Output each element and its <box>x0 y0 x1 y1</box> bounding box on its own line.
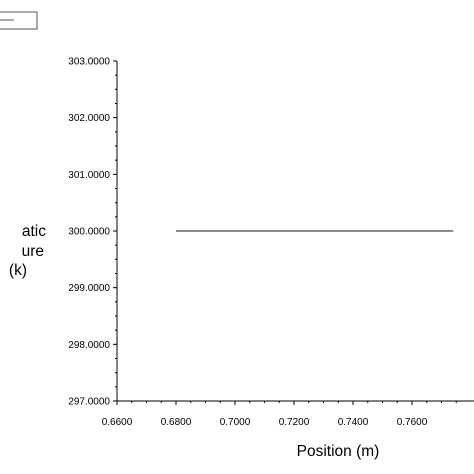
x-tick-label: 0.6600 <box>102 417 133 428</box>
y-ticks: 303.0000 302.0000 301.0000 300.0000 299.0000… <box>68 57 117 408</box>
y-axis-label-line-2: ure <box>22 243 44 260</box>
y-tick-label: 301.0000 <box>68 170 110 181</box>
y-tick-label: 297.0000 <box>68 397 110 408</box>
y-tick-label: 298.0000 <box>68 340 110 351</box>
x-tick-label: 0.7200 <box>279 417 310 428</box>
x-tick-label: 0.7600 <box>397 417 428 428</box>
x-tick-label: 0.7400 <box>338 417 369 428</box>
y-tick-label: 302.0000 <box>68 113 110 124</box>
y-tick-label: 299.0000 <box>68 283 110 294</box>
y-tick-label: 300.0000 <box>68 227 110 238</box>
legend-box[interactable] <box>0 11 38 30</box>
y-tick-label: 303.0000 <box>68 57 110 68</box>
x-tick-label: 0.7000 <box>220 417 251 428</box>
x-ticks: 0.6600 0.6800 0.7000 0.7200 0.7400 0.7600 <box>102 401 457 428</box>
x-axis-label: Position (m) <box>297 443 380 460</box>
y-axis-label-line-1: atic <box>22 223 46 240</box>
x-tick-label: 0.6800 <box>161 417 192 428</box>
y-axis-label-line-3: (k) <box>9 262 27 279</box>
